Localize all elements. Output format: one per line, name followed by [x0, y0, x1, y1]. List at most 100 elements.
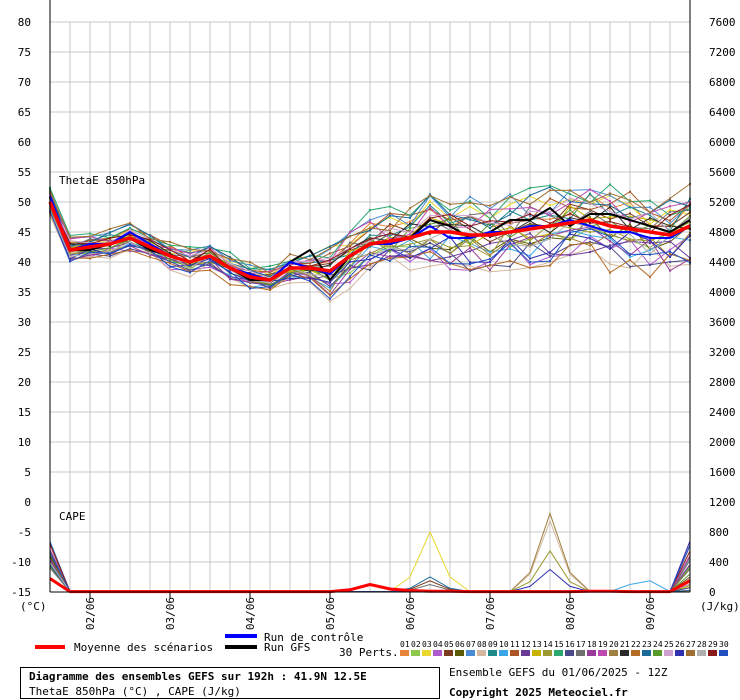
member-point [469, 246, 471, 249]
member-point [509, 220, 511, 223]
right-tick-label: 400 [709, 556, 729, 569]
member-point [129, 233, 131, 236]
member-point [629, 225, 631, 228]
main-series [48, 195, 691, 594]
right-axis-unit: (J/kg) [700, 600, 740, 613]
member-point [589, 210, 591, 213]
member-point [629, 221, 631, 224]
member-point [169, 252, 171, 255]
x-tick-label: 07/06 [484, 597, 497, 630]
member-point [89, 253, 91, 256]
member-point [469, 213, 471, 216]
member-point [369, 220, 371, 223]
member-point [129, 247, 131, 250]
member-point [409, 260, 411, 263]
member-point [409, 234, 411, 237]
member-point [449, 252, 451, 255]
member-point [609, 228, 611, 231]
member-point [649, 211, 651, 214]
pert-number: 15 [554, 640, 564, 649]
member-point [609, 233, 611, 236]
right-tick-label: 1600 [709, 466, 736, 479]
member-point [609, 244, 611, 247]
member-point [549, 255, 551, 258]
member-point [429, 258, 431, 261]
member-point [549, 234, 551, 237]
member-point [589, 222, 591, 225]
member-point [249, 287, 251, 290]
member-point [449, 218, 451, 221]
member-point [569, 193, 571, 196]
member-point [589, 201, 591, 204]
member-point [529, 257, 531, 260]
member-point [369, 253, 371, 256]
member-point [349, 231, 351, 234]
member-point [669, 222, 671, 225]
member-point [529, 223, 531, 226]
member-point [669, 197, 671, 200]
pert-number: 27 [686, 640, 696, 649]
member-point [349, 287, 351, 290]
member-point [269, 268, 271, 271]
member-point [289, 253, 291, 256]
member-point [89, 235, 91, 238]
member-point [349, 252, 351, 255]
member-point [509, 196, 511, 199]
member-point [449, 209, 451, 212]
left-tick-label: 75 [18, 46, 31, 59]
member-point [469, 225, 471, 228]
left-tick-label: 70 [18, 76, 31, 89]
member-point [289, 277, 291, 280]
member-point [609, 194, 611, 197]
member-point [349, 275, 351, 278]
member-point [309, 260, 311, 263]
member-point [169, 258, 171, 261]
member-point [629, 204, 631, 207]
member-point [469, 268, 471, 271]
member-point [509, 240, 511, 243]
member-point [509, 239, 511, 242]
member-point [409, 207, 411, 210]
member-point [289, 281, 291, 284]
member-point [409, 224, 411, 227]
member-point [369, 258, 371, 261]
pert-color-swatch [477, 650, 486, 656]
member-point [369, 218, 371, 221]
member-point [309, 280, 311, 283]
member-point [289, 278, 291, 281]
right-tick-label: 7200 [709, 46, 736, 59]
member-point [109, 240, 111, 243]
member-point [609, 204, 611, 207]
member-point [329, 285, 331, 288]
member-point [229, 259, 231, 262]
member-point [69, 243, 71, 246]
pert-number: 13 [532, 640, 542, 649]
perts-legend-label: 30 Perts. [339, 646, 399, 659]
member-point [589, 226, 591, 229]
control-legend-swatch [225, 634, 257, 638]
member-point [289, 274, 291, 277]
member-point [409, 231, 411, 234]
member-point [669, 260, 671, 263]
mean-legend-label: Moyenne des scénarios [74, 641, 214, 654]
member-point [109, 250, 111, 253]
member-point [669, 252, 671, 255]
member-point [329, 262, 331, 265]
pert-color-swatch [664, 650, 673, 656]
member-point [509, 213, 511, 216]
member-point [489, 217, 491, 220]
member-point [389, 250, 391, 253]
member-point [309, 273, 311, 276]
member-point [429, 265, 431, 268]
member-point [109, 255, 111, 258]
member-point [469, 264, 471, 267]
member-point [69, 234, 71, 237]
run-info: Ensemble GEFS du 01/06/2025 - 12Z [449, 666, 668, 679]
member-point [529, 206, 531, 209]
left-tick-label: 35 [18, 286, 31, 299]
left-tick-label: 55 [18, 166, 31, 179]
member-point [89, 255, 91, 258]
member-point [189, 266, 191, 269]
member-point [269, 275, 271, 278]
member-point [189, 254, 191, 257]
